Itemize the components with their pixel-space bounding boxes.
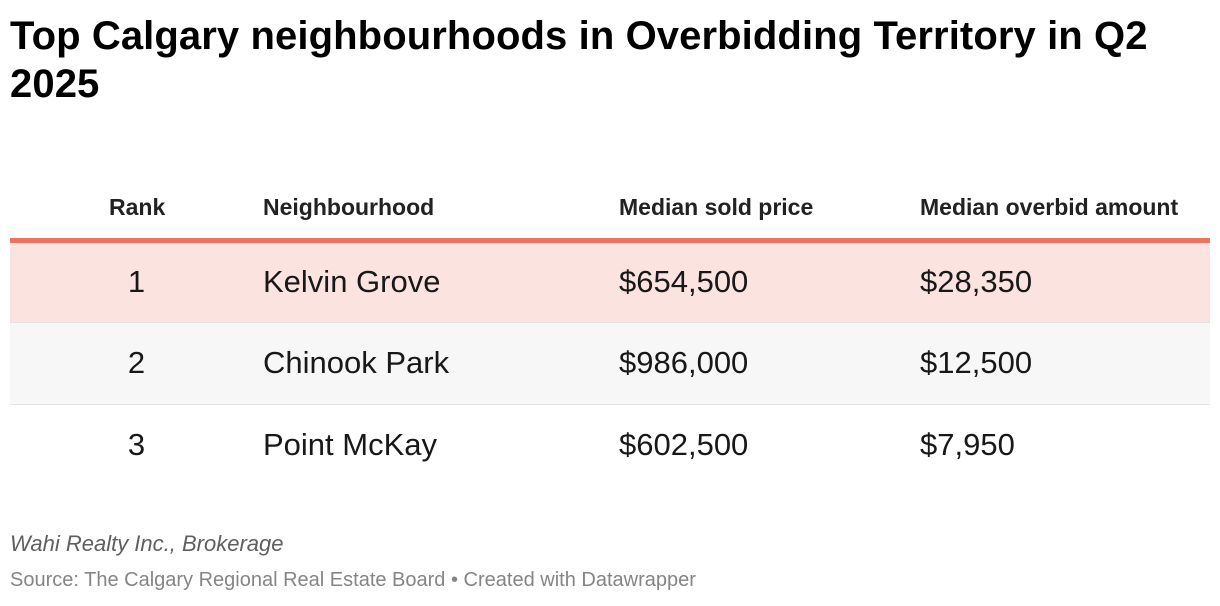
- median-sold-price-cell: $986,000: [619, 322, 920, 405]
- table-row: 3 Point McKay $602,500 $7,950: [10, 404, 1210, 486]
- median-sold-price-cell: $654,500: [619, 240, 920, 323]
- footer-notes: Wahi Realty Inc., Brokerage: [10, 531, 284, 556]
- median-overbid-amount-cell: $12,500: [920, 322, 1210, 405]
- rank-cell: 1: [10, 240, 263, 323]
- column-header-rank[interactable]: Rank: [10, 158, 263, 243]
- median-sold-price-cell: $602,500: [619, 404, 920, 486]
- footer-source: Source: The Calgary Regional Real Estate…: [10, 569, 696, 591]
- column-header-median-sold-price[interactable]: Median sold price: [619, 158, 920, 243]
- rank-cell: 3: [10, 404, 263, 486]
- data-table-container: Rank Neighbourhood Median sold price Med…: [10, 158, 1210, 486]
- median-overbid-amount-cell: $28,350: [920, 240, 1210, 323]
- rank-cell: 2: [10, 322, 263, 405]
- table-body: 1 Kelvin Grove $654,500 $28,350 2 Chinoo…: [10, 240, 1210, 486]
- neighbourhood-cell: Chinook Park: [263, 322, 619, 405]
- column-header-neighbourhood[interactable]: Neighbourhood: [263, 158, 619, 243]
- chart-title: Top Calgary neighbourhoods in Overbiddin…: [10, 14, 1148, 106]
- median-overbid-amount-cell: $7,950: [920, 404, 1210, 486]
- column-header-median-overbid-amount[interactable]: Median overbid amount: [920, 158, 1210, 243]
- table-header: Rank Neighbourhood Median sold price Med…: [10, 158, 1210, 243]
- neighbourhood-cell: Kelvin Grove: [263, 240, 619, 323]
- table-row: 2 Chinook Park $986,000 $12,500: [10, 322, 1210, 405]
- table-row: 1 Kelvin Grove $654,500 $28,350: [10, 240, 1210, 323]
- header-row: Rank Neighbourhood Median sold price Med…: [10, 158, 1210, 243]
- data-table: Rank Neighbourhood Median sold price Med…: [10, 158, 1210, 486]
- neighbourhood-cell: Point McKay: [263, 404, 619, 486]
